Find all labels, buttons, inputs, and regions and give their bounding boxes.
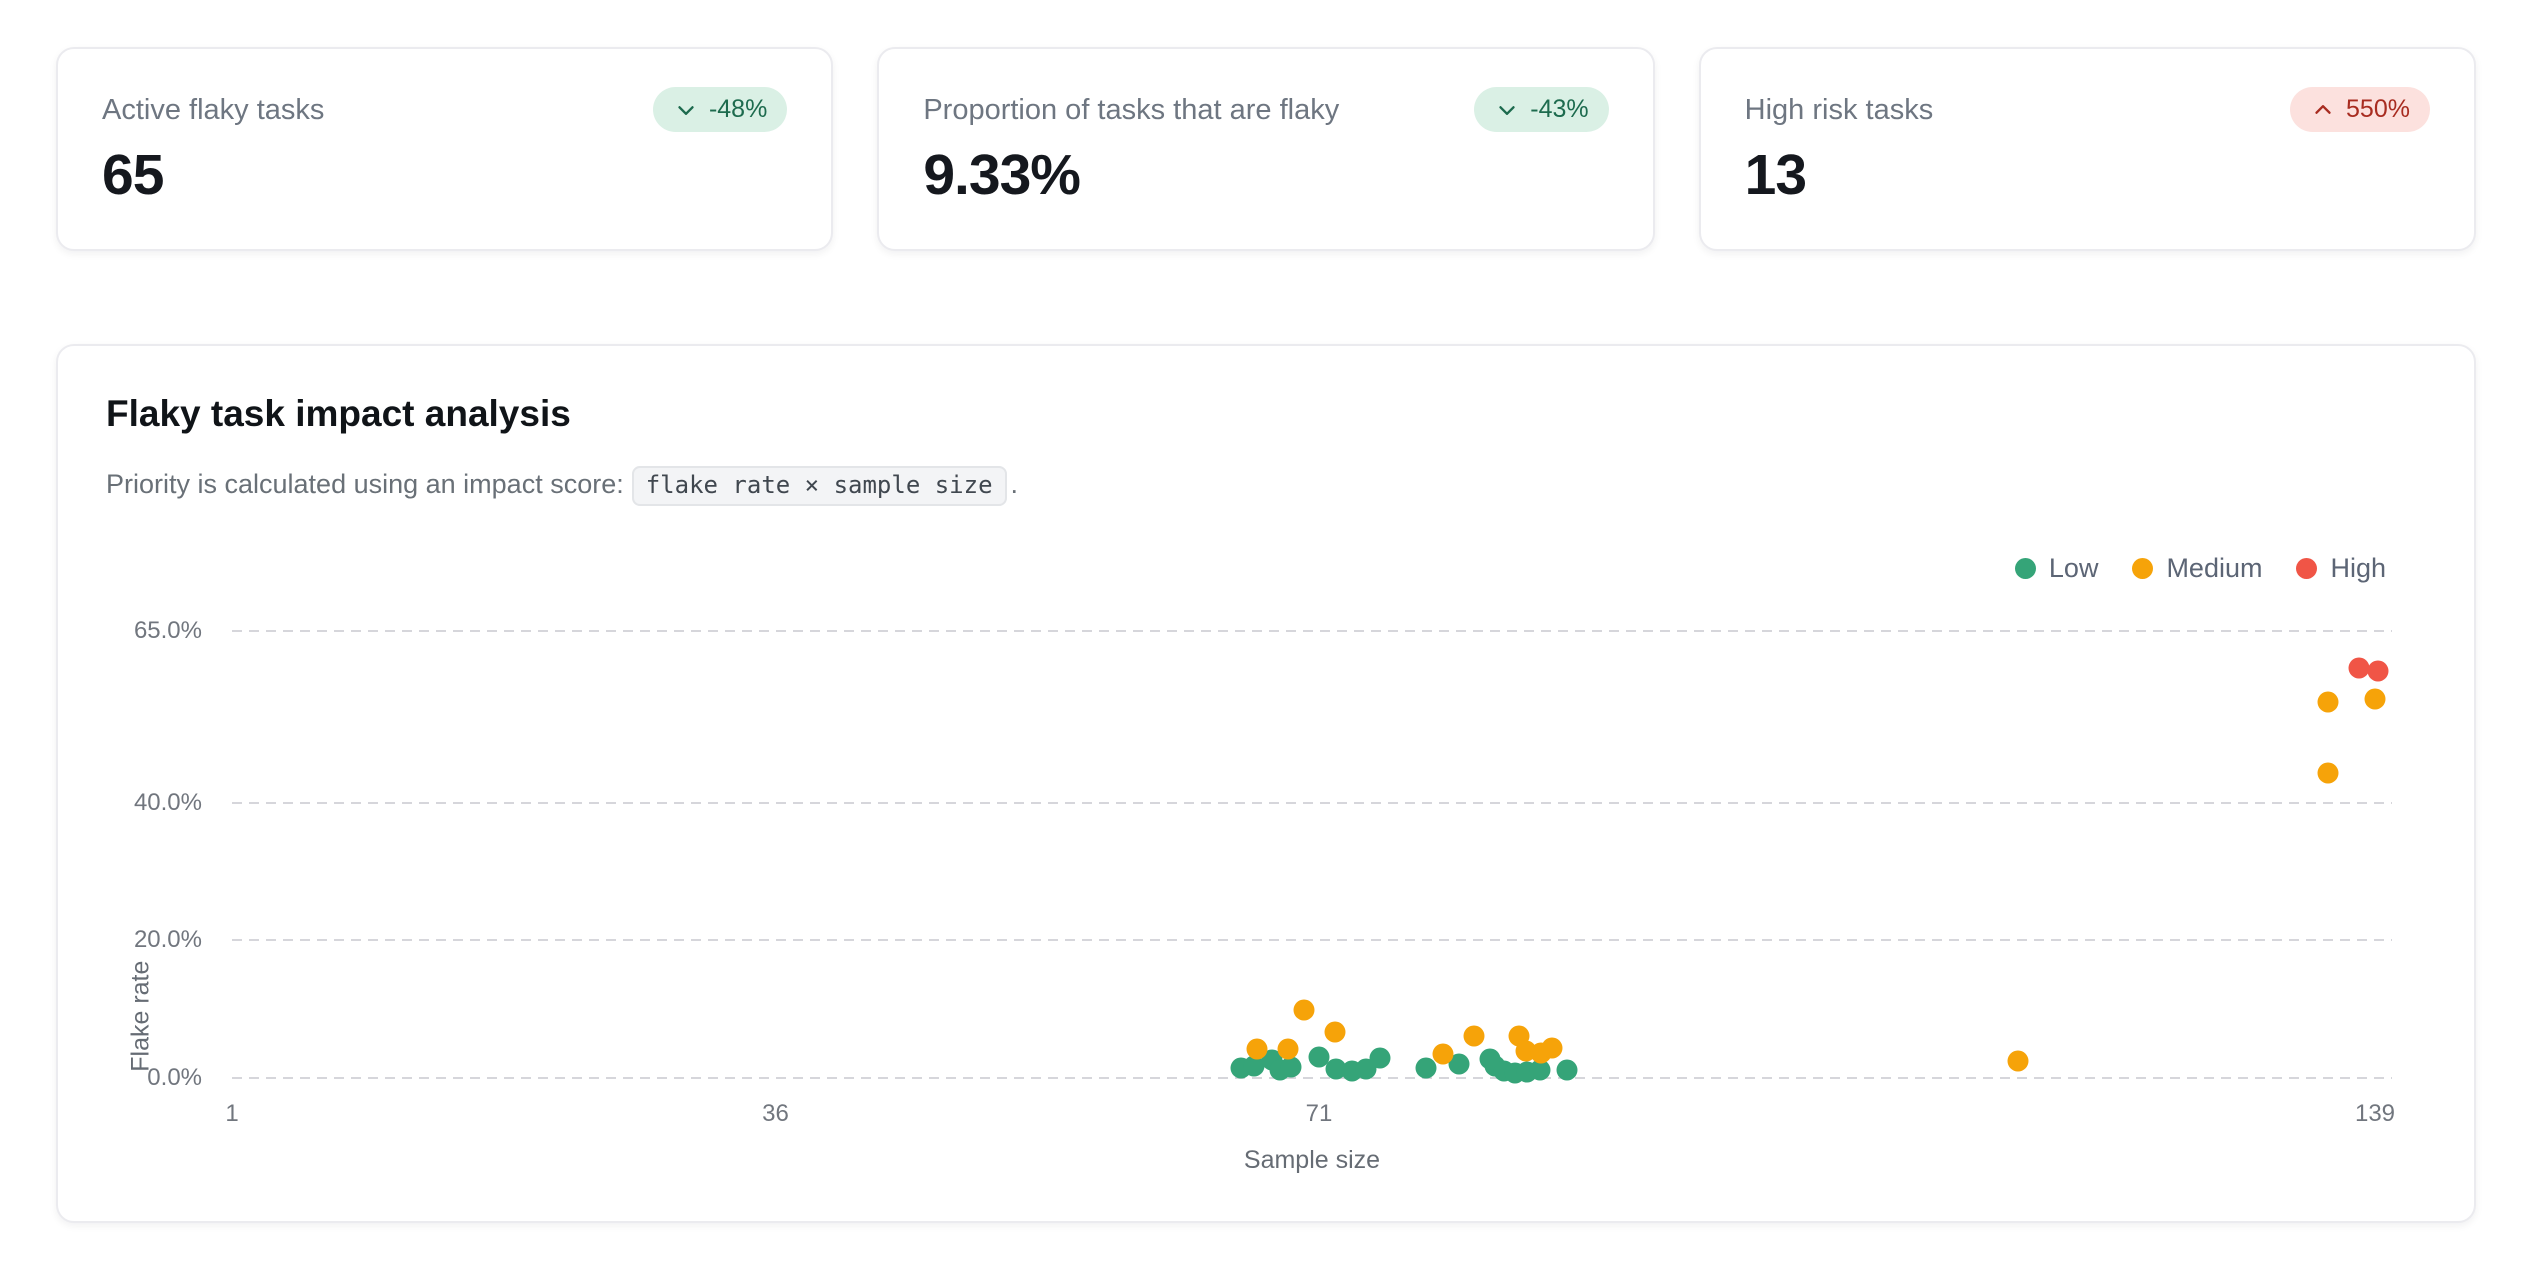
trend-badge: -43% — [1474, 87, 1609, 132]
stat-card: Active flaky tasks -48% 65 — [56, 47, 834, 251]
scatter-point-medium[interactable] — [1463, 1025, 1485, 1047]
chevron-up-icon — [2315, 104, 2331, 114]
plot-area: 65.0% 40.0% 20.0% 0.0% — [134, 617, 2392, 1091]
legend-label: High — [2330, 552, 2386, 583]
trend-badge-value: -48% — [708, 95, 768, 123]
trend-badge: -48% — [652, 87, 788, 132]
gridline — [232, 1077, 2392, 1079]
x-tick-label: 36 — [762, 1100, 789, 1127]
legend-item-high[interactable]: High — [2296, 553, 2386, 584]
stat-value: 9.33% — [923, 143, 1081, 207]
legend-dot-high — [2296, 557, 2318, 579]
scatter-point-medium[interactable] — [1277, 1038, 1299, 1060]
stat-card-header: Proportion of tasks that are flaky -43% — [923, 87, 1609, 132]
chart-subtitle-text: Priority is calculated using an impact s… — [106, 469, 624, 499]
stat-value: 65 — [102, 143, 164, 207]
scatter-point-low[interactable] — [1529, 1059, 1551, 1081]
scatter-point-low[interactable] — [1308, 1046, 1330, 1068]
scatter-point-low[interactable] — [1243, 1055, 1265, 1077]
x-tick-label: 71 — [1305, 1100, 1333, 1127]
gridline — [232, 630, 2392, 632]
x-tick-label: 139 — [2354, 1100, 2396, 1127]
y-tick-label: 0.0% — [147, 1064, 202, 1091]
chart-zone: Flake rate 65.0% 40.0% 20.0% 0.0% 1 36 71 139 … — [127, 617, 2396, 1176]
scatter-point-low[interactable] — [1369, 1047, 1391, 1069]
chevron-down-icon — [1499, 105, 1515, 115]
trend-badge-value: -43% — [1530, 95, 1589, 123]
chart-title: Flaky task impact analysis — [106, 393, 571, 434]
stats-row: Active flaky tasks -48% 65 Proportion of… — [56, 47, 2476, 251]
scatter-point-medium[interactable] — [1432, 1043, 1454, 1065]
x-axis-ticks: 1 36 71 139 — [225, 1100, 2396, 1130]
legend-dot-medium — [2132, 557, 2154, 579]
trend-badge-value: 550% — [2346, 95, 2410, 123]
y-tick-label: 20.0% — [133, 926, 202, 954]
legend-label: Medium — [2166, 552, 2263, 583]
scatter-point-low[interactable] — [1556, 1059, 1578, 1081]
legend-item-medium[interactable]: Medium — [2132, 553, 2262, 584]
impact-score-formula-chip: flake rate × sample size — [631, 466, 1007, 506]
chart-subtitle: Priority is calculated using an impact s… — [106, 464, 2426, 506]
scatter-point-medium[interactable] — [2007, 1050, 2029, 1072]
scatter-point-medium[interactable] — [1541, 1037, 1563, 1059]
stat-label: Proportion of tasks that are flaky — [923, 93, 1340, 126]
scatter-point-low[interactable] — [1280, 1056, 1302, 1078]
x-tick-label: 1 — [225, 1100, 239, 1127]
stat-label: Active flaky tasks — [102, 93, 325, 126]
stat-card: Proportion of tasks that are flaky -43% … — [877, 47, 1655, 251]
scatter-point-high[interactable] — [2348, 657, 2370, 679]
scatter-point-medium[interactable] — [2317, 691, 2339, 713]
y-axis-title: Flake rate — [126, 960, 155, 1072]
scatter-point-medium[interactable] — [2364, 688, 2386, 710]
scatter-point-medium[interactable] — [1293, 999, 1314, 1021]
scatter-point-medium[interactable] — [1246, 1038, 1268, 1060]
stat-card-header: Active flaky tasks -48% — [102, 87, 788, 132]
scatter-point-medium[interactable] — [2317, 762, 2339, 784]
y-tick-label: 65.0% — [133, 617, 202, 644]
chart-card: Flaky task impact analysis Priority is c… — [56, 344, 2476, 1223]
gridline — [232, 801, 2392, 804]
gridline — [232, 939, 2392, 942]
y-tick-label: 40.0% — [133, 788, 202, 816]
trend-badge: 550% — [2290, 87, 2430, 132]
stat-label: High risk tasks — [1744, 93, 1934, 126]
scatter-point-low[interactable] — [1448, 1053, 1470, 1075]
stat-value: 13 — [1744, 143, 1807, 207]
scatter-point-medium[interactable] — [1324, 1021, 1346, 1043]
stat-card-header: High risk tasks 550% — [1745, 87, 2430, 132]
legend-label: Low — [2048, 552, 2099, 583]
chart-legend: Low Medium High — [106, 551, 2426, 585]
legend-dot-low — [2014, 557, 2036, 579]
chevron-down-icon — [678, 105, 694, 115]
chart-subtitle-period: . — [1010, 469, 1019, 499]
scatter-point-high[interactable] — [2367, 660, 2389, 682]
stat-card: High risk tasks 550% 13 — [1698, 47, 2476, 251]
legend-item-low[interactable]: Low — [2014, 552, 2099, 584]
scatter-point-low[interactable] — [1415, 1057, 1437, 1079]
x-axis-title: Sample size — [1243, 1146, 1381, 1174]
